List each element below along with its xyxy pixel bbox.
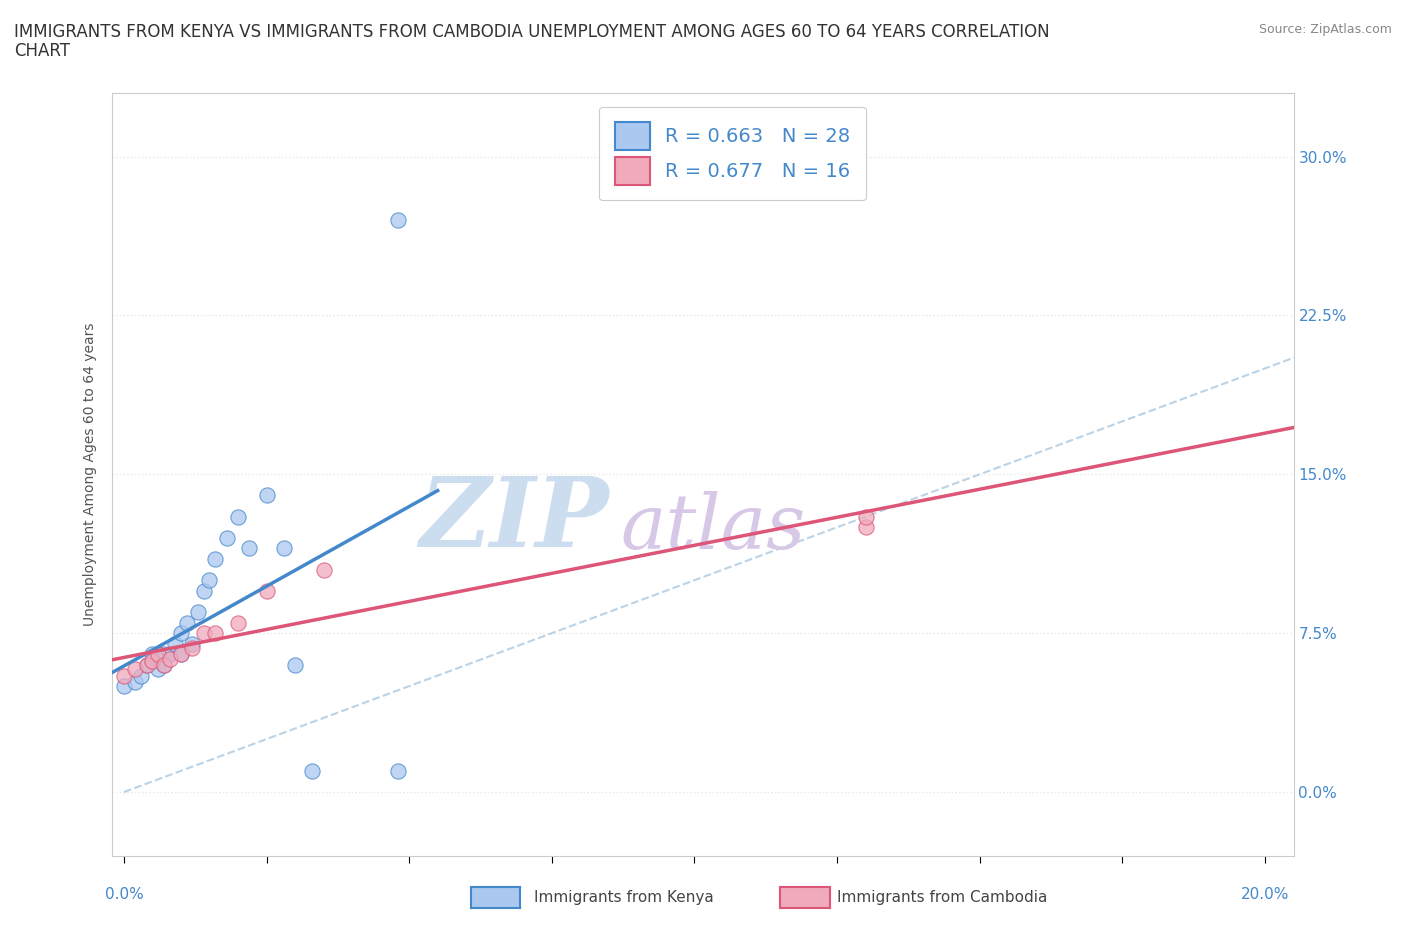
Point — [204, 551, 226, 566]
Point — [855, 510, 877, 525]
Point — [146, 662, 169, 677]
Point — [141, 647, 163, 662]
Point — [204, 626, 226, 641]
Point — [135, 658, 157, 672]
Y-axis label: Unemployment Among Ages 60 to 64 years: Unemployment Among Ages 60 to 64 years — [83, 323, 97, 626]
Point — [193, 626, 215, 641]
Text: Source: ZipAtlas.com: Source: ZipAtlas.com — [1258, 23, 1392, 36]
Point — [312, 562, 335, 577]
Text: IMMIGRANTS FROM KENYA VS IMMIGRANTS FROM CAMBODIA UNEMPLOYMENT AMONG AGES 60 TO : IMMIGRANTS FROM KENYA VS IMMIGRANTS FROM… — [14, 23, 1050, 41]
Point — [135, 658, 157, 672]
Point — [112, 668, 135, 683]
Point — [273, 541, 295, 556]
Point — [256, 488, 278, 503]
Text: CHART: CHART — [14, 42, 70, 60]
Point — [226, 510, 249, 525]
Point — [159, 647, 181, 662]
Point — [146, 647, 169, 662]
Point — [165, 636, 187, 651]
Point — [215, 530, 238, 545]
Point — [193, 583, 215, 598]
Point — [170, 647, 193, 662]
Legend: R = 0.663   N = 28, R = 0.677   N = 16: R = 0.663 N = 28, R = 0.677 N = 16 — [599, 107, 866, 201]
Point — [238, 541, 260, 556]
Point — [112, 679, 135, 694]
Text: Immigrants from Kenya: Immigrants from Kenya — [534, 890, 714, 905]
Point — [124, 674, 146, 689]
Text: ZIP: ZIP — [419, 473, 609, 567]
Point — [176, 615, 198, 630]
Point — [153, 647, 176, 662]
Point — [284, 658, 307, 672]
Text: 0.0%: 0.0% — [104, 887, 143, 902]
Point — [855, 520, 877, 535]
Point — [301, 764, 323, 778]
Point — [198, 573, 221, 588]
Point — [141, 653, 163, 668]
Point — [181, 636, 204, 651]
Point — [170, 626, 193, 641]
Point — [129, 668, 152, 683]
Text: Immigrants from Cambodia: Immigrants from Cambodia — [837, 890, 1047, 905]
Point — [226, 615, 249, 630]
Point — [141, 653, 163, 668]
Text: atlas: atlas — [620, 491, 806, 565]
Point — [159, 651, 181, 666]
Point — [153, 658, 176, 672]
Point — [387, 764, 409, 778]
Point — [170, 647, 193, 662]
Text: 20.0%: 20.0% — [1241, 887, 1289, 902]
Point — [181, 641, 204, 656]
Point — [153, 658, 176, 672]
Point — [387, 213, 409, 228]
Point — [187, 604, 209, 619]
Point — [124, 662, 146, 677]
Point — [256, 583, 278, 598]
